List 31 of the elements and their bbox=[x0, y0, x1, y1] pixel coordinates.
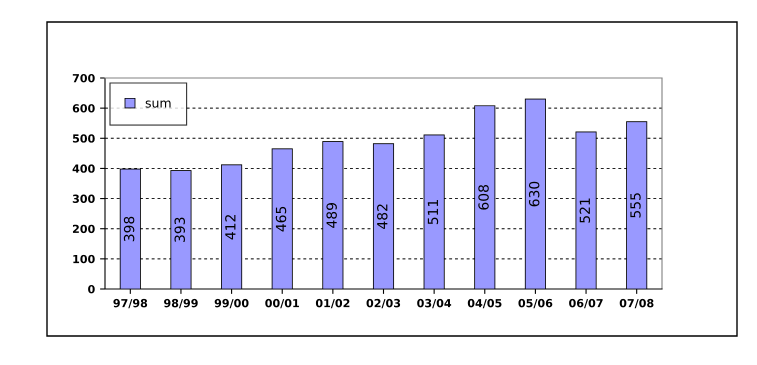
x-tick-label: 05/06 bbox=[518, 298, 552, 308]
x-tick-label: 02/03 bbox=[366, 298, 400, 308]
data-label: 465 bbox=[276, 206, 286, 232]
data-label: 511 bbox=[428, 200, 438, 224]
y-tick-label: 100 bbox=[73, 254, 95, 264]
data-label: 482 bbox=[377, 204, 388, 229]
legend-label: sum bbox=[146, 100, 171, 108]
x-tick-label: 97/98 bbox=[113, 298, 148, 308]
x-tick-label: 99/00 bbox=[214, 298, 249, 308]
x-tick-label: 00/01 bbox=[265, 298, 299, 308]
x-tick-label: 07/08 bbox=[620, 298, 654, 308]
x-tick-label: 01/02 bbox=[316, 298, 350, 308]
data-label: 393 bbox=[174, 218, 185, 242]
y-tick-label: 300 bbox=[72, 194, 95, 203]
y-tick-label: 500 bbox=[72, 134, 95, 143]
data-label: 489 bbox=[326, 203, 337, 228]
data-label: 412 bbox=[225, 215, 236, 240]
data-label: 630 bbox=[528, 182, 540, 206]
data-label: 608 bbox=[478, 185, 489, 210]
y-tick-label: 0 bbox=[88, 284, 95, 294]
y-tick-label: 200 bbox=[72, 224, 95, 234]
data-label: 521 bbox=[580, 198, 590, 223]
x-tick-label: 98/99 bbox=[164, 298, 198, 308]
x-tick-label: 06/07 bbox=[569, 298, 603, 308]
y-tick-label: 700 bbox=[72, 74, 95, 82]
data-label: 398 bbox=[124, 216, 134, 242]
x-tick-label: 04/05 bbox=[468, 298, 502, 308]
x-tick-label: 03/04 bbox=[417, 298, 452, 308]
y-tick-label: 600 bbox=[72, 104, 95, 113]
y-tick-label: 400 bbox=[72, 164, 95, 173]
data-label: 555 bbox=[630, 193, 641, 218]
